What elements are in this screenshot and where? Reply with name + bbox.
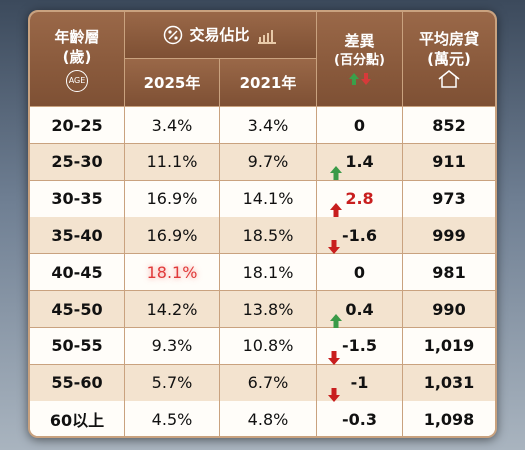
table-cell: 4.8%: [220, 401, 317, 436]
table-cell: 40-45: [30, 254, 125, 291]
table-cell: 18.1%: [220, 254, 317, 291]
table-cell: 0: [317, 254, 403, 291]
header-unit: (萬元): [427, 50, 471, 68]
header-title: 差異: [344, 32, 375, 50]
table-cell: 990: [432, 299, 466, 319]
table-cell: 1.4: [317, 143, 403, 180]
up-arrow: [330, 314, 342, 328]
table-cell: 30-35: [30, 180, 125, 217]
header-unit: (百分點): [334, 53, 385, 68]
table-row: 50-55 9.3% 10.8% -1.5 1,019: [30, 327, 495, 365]
table-cell: 35-40: [30, 217, 125, 254]
table-cell: 18.1%: [125, 254, 220, 291]
header-unit: (歲): [62, 47, 92, 66]
share-header: 交易佔比: [125, 12, 317, 59]
table-cell: 60以上: [30, 401, 125, 436]
table-cell: 20-25: [30, 107, 125, 143]
up-arrow: [330, 203, 342, 217]
table-cell: -1.6: [317, 217, 403, 254]
table-cell: -1: [317, 364, 403, 401]
table-cell: 911: [432, 152, 466, 172]
table-cell: 13.8%: [220, 291, 317, 327]
table-cell: 14.1%: [220, 180, 317, 217]
table-cell: 16.9%: [125, 217, 220, 254]
table-row: 60以上 4.5% 4.8% -0.3 1,098: [30, 401, 495, 436]
table-cell: 0.4: [317, 291, 403, 327]
loan-header: 平均房貸 (萬元): [403, 12, 495, 107]
table-cell: 999: [432, 225, 466, 245]
age-header: 年齡層 (歲) AGE: [30, 12, 125, 107]
table-cell: 1,031: [423, 373, 475, 393]
header-year: 2021年: [239, 73, 297, 92]
header-title: 平均房貸: [418, 30, 479, 48]
down-arrow: [328, 240, 340, 254]
year-header: 2025年: [125, 59, 220, 107]
table-cell: 981: [432, 262, 466, 282]
table-cell: 10.8%: [220, 327, 317, 364]
down-arrow: [328, 351, 340, 365]
table-row: 55-60 5.7% 6.7% -1 1,031: [30, 364, 495, 402]
table-cell: 9.3%: [125, 327, 220, 364]
diff-header: 差異 (百分點): [317, 12, 403, 107]
table-row: 35-40 16.9% 18.5% -1.6 999: [30, 217, 495, 255]
table-cell: 4.5%: [125, 401, 220, 436]
table-row: 20-25 3.4% 3.4% 0 852: [30, 107, 495, 144]
table-body: 20-25 3.4% 3.4% 0 852 25-30 11.1% 9.7% 1.4 911 30-…: [30, 107, 495, 436]
table-cell: 6.7%: [220, 364, 317, 401]
table-cell: 14.2%: [125, 291, 220, 327]
table-cell: 25-30: [30, 143, 125, 180]
table-cell: 1,019: [423, 336, 475, 356]
table-cell: 3.4%: [220, 107, 317, 143]
table-row: 30-35 16.9% 14.1% 2.8 973: [30, 180, 495, 218]
table-cell: 852: [432, 115, 466, 135]
table-cell: 55-60: [30, 364, 125, 401]
table-cell: 16.9%: [125, 180, 220, 217]
table-row: 25-30 11.1% 9.7% 1.4 911: [30, 143, 495, 181]
header-year: 2025年: [143, 73, 201, 92]
house-icon: [438, 70, 460, 88]
table-cell: 3.4%: [125, 107, 220, 143]
table-cell: -0.3: [317, 401, 403, 436]
percent-icon: [164, 25, 183, 45]
table-cell: 973: [432, 189, 466, 209]
table-cell: -1.5: [317, 327, 403, 364]
table-cell: 2.8: [317, 180, 403, 217]
table-cell: 50-55: [30, 327, 125, 364]
table-cell: 18.5%: [220, 217, 317, 254]
table-cell: 11.1%: [125, 143, 220, 180]
table-cell: 45-50: [30, 291, 125, 327]
up-arrow: [330, 166, 342, 180]
updown-icon: [348, 73, 371, 85]
header-title: 年齡層: [54, 27, 100, 46]
age-badge: AGE: [66, 69, 88, 92]
table-row: 45-50 14.2% 13.8% 0.4 990: [30, 291, 495, 328]
down-arrow: [328, 388, 340, 402]
table-row: 40-45 18.1% 18.1% 0 981: [30, 254, 495, 292]
header-title: 交易佔比: [189, 26, 250, 44]
table-cell: 5.7%: [125, 364, 220, 401]
chart-icon: [257, 30, 276, 44]
table-cell: 1,098: [423, 409, 475, 429]
table-cell: 9.7%: [220, 143, 317, 180]
year-header: 2021年: [220, 59, 317, 107]
table-cell: 0: [317, 107, 403, 143]
table-card: 年齡層 (歲) AGE 交易佔比 2025年 2021年 差異 (百分點) 平均…: [28, 10, 497, 438]
